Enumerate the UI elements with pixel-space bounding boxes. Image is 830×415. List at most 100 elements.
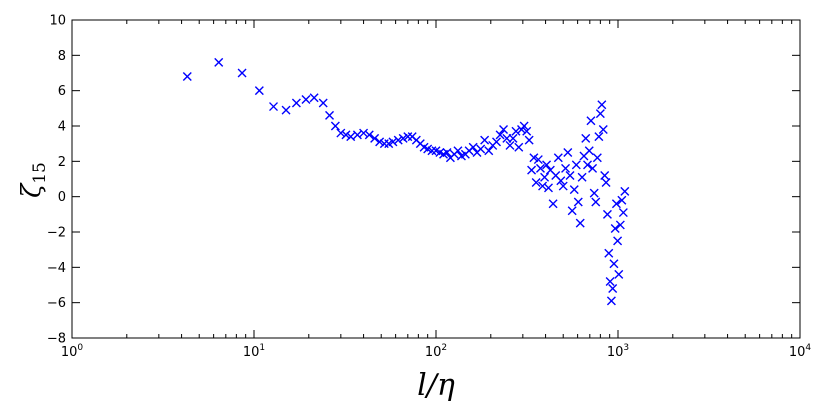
data-point <box>565 170 575 180</box>
x-axis-ticks: 100 101 102 103 104 <box>61 20 812 360</box>
data-point <box>442 148 452 157</box>
y-axis-label-subscript: 15 <box>30 162 50 184</box>
data-point <box>563 148 573 157</box>
data-point <box>480 135 490 145</box>
data-point <box>561 163 571 173</box>
data-point <box>214 57 224 67</box>
x-tick-label-base: 10 <box>789 345 806 360</box>
data-point <box>602 209 612 219</box>
y-tick-label: 10 <box>49 14 66 29</box>
x-tick-label-base: 10 <box>425 345 442 360</box>
data-point <box>577 172 587 182</box>
data-point <box>569 185 579 195</box>
data-point <box>558 181 568 191</box>
data-point <box>583 160 593 170</box>
y-tick-label: −2 <box>47 226 66 241</box>
data-point <box>571 160 581 170</box>
data-point <box>318 98 328 108</box>
x-tick-label: 101 <box>243 343 265 360</box>
data-point <box>613 236 623 246</box>
y-tick-label: 0 <box>58 190 66 205</box>
data-point <box>519 121 529 131</box>
data-point <box>330 121 340 131</box>
y-tick-label: −6 <box>47 296 66 311</box>
data-point <box>281 105 291 115</box>
data-point <box>301 95 311 104</box>
data-point <box>182 72 192 82</box>
data-point <box>575 218 585 228</box>
data-point <box>453 146 463 156</box>
data-point <box>427 146 437 156</box>
data-point <box>608 284 618 294</box>
y-tick-label: 6 <box>58 84 66 99</box>
data-point <box>476 144 486 154</box>
data-point <box>309 93 319 103</box>
data-point <box>522 126 532 136</box>
data-point <box>595 109 605 119</box>
data-point <box>581 133 591 143</box>
x-tick-label-exponent: 0 <box>77 343 83 353</box>
data-point <box>614 269 624 279</box>
data-point <box>254 86 264 96</box>
data-point <box>527 165 537 175</box>
data-markers <box>182 57 630 306</box>
y-axis-ticks: −8 −6 −4 −2 0 2 4 6 8 10 <box>47 14 800 347</box>
data-point <box>611 199 621 209</box>
data-point <box>325 110 335 120</box>
data-point <box>370 133 380 143</box>
x-axis-label: l/η <box>417 368 455 403</box>
x-tick-label: 104 <box>789 343 812 360</box>
data-point <box>597 100 607 110</box>
data-point <box>601 178 611 188</box>
data-point <box>592 153 602 163</box>
data-point <box>346 132 356 142</box>
data-point <box>620 186 630 196</box>
data-point <box>586 116 596 126</box>
x-tick-label-base: 10 <box>243 345 260 360</box>
data-point <box>524 135 534 145</box>
x-tick-label-exponent: 2 <box>441 343 447 353</box>
data-point <box>605 276 615 286</box>
data-point <box>514 142 524 152</box>
data-point <box>588 163 598 173</box>
data-point <box>492 137 501 147</box>
data-point <box>484 146 494 156</box>
data-point <box>591 197 601 207</box>
x-tick-label-exponent: 3 <box>623 343 629 353</box>
data-point <box>352 130 362 140</box>
data-point <box>291 98 301 108</box>
y-tick-label: 4 <box>58 120 66 135</box>
data-point <box>495 130 505 140</box>
data-point <box>398 133 408 143</box>
data-point <box>548 199 558 209</box>
data-point <box>606 296 616 306</box>
x-tick-label-base: 10 <box>607 345 624 360</box>
y-axis-label: ζ15 <box>17 162 50 198</box>
data-point <box>468 142 478 152</box>
data-point <box>600 170 610 180</box>
y-tick-label: −8 <box>47 332 66 347</box>
data-point <box>538 181 548 191</box>
data-point <box>499 125 509 135</box>
data-point <box>589 188 599 198</box>
data-point <box>543 183 553 193</box>
y-axis-label-symbol: ζ <box>17 182 47 198</box>
data-point <box>553 153 563 163</box>
data-point <box>540 172 550 182</box>
data-point <box>508 133 518 143</box>
data-point <box>617 195 627 205</box>
data-point <box>609 259 619 269</box>
data-point <box>542 160 552 170</box>
data-point <box>533 155 543 165</box>
data-point <box>604 248 614 258</box>
data-point <box>237 68 247 78</box>
x-tick-label-base: 10 <box>61 345 78 360</box>
data-point <box>556 176 566 186</box>
data-point <box>388 137 398 147</box>
data-point <box>618 208 628 218</box>
data-point <box>336 128 346 138</box>
data-point <box>584 146 594 156</box>
data-point <box>359 128 369 138</box>
x-tick-label-exponent: 4 <box>805 343 811 353</box>
